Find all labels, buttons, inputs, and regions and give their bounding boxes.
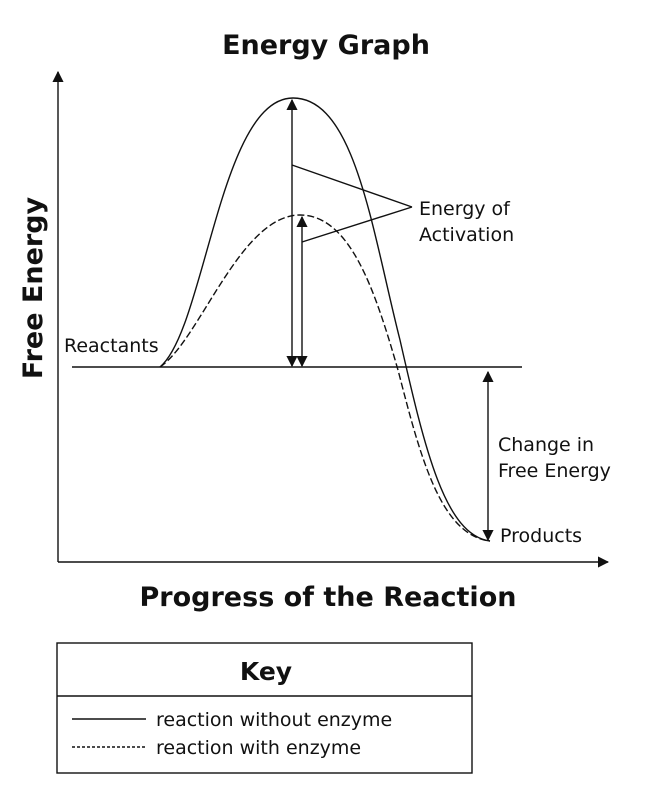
curve-without-enzyme xyxy=(159,97,491,542)
key-item-without-enzyme: reaction without enzyme xyxy=(156,709,392,731)
key-box xyxy=(56,642,473,774)
products-label: Products xyxy=(500,525,582,547)
activation-pointer-upper xyxy=(291,164,413,208)
change-label-line2: Free Energy xyxy=(498,460,611,482)
y-axis-title: Free Energy xyxy=(18,196,49,379)
diagram-title: Energy Graph xyxy=(222,30,430,61)
activation-label-line1: Energy of xyxy=(419,198,511,220)
change-label-line1: Change in xyxy=(498,434,594,456)
curve-with-enzyme xyxy=(159,214,491,542)
activation-pointer-lower xyxy=(301,206,413,243)
key-item-with-enzyme: reaction with enzyme xyxy=(156,737,361,759)
key-title: Key xyxy=(240,657,292,686)
reactants-label: Reactants xyxy=(64,335,159,357)
x-axis-title: Progress of the Reaction xyxy=(140,582,517,613)
activation-label-line2: Activation xyxy=(419,224,514,246)
